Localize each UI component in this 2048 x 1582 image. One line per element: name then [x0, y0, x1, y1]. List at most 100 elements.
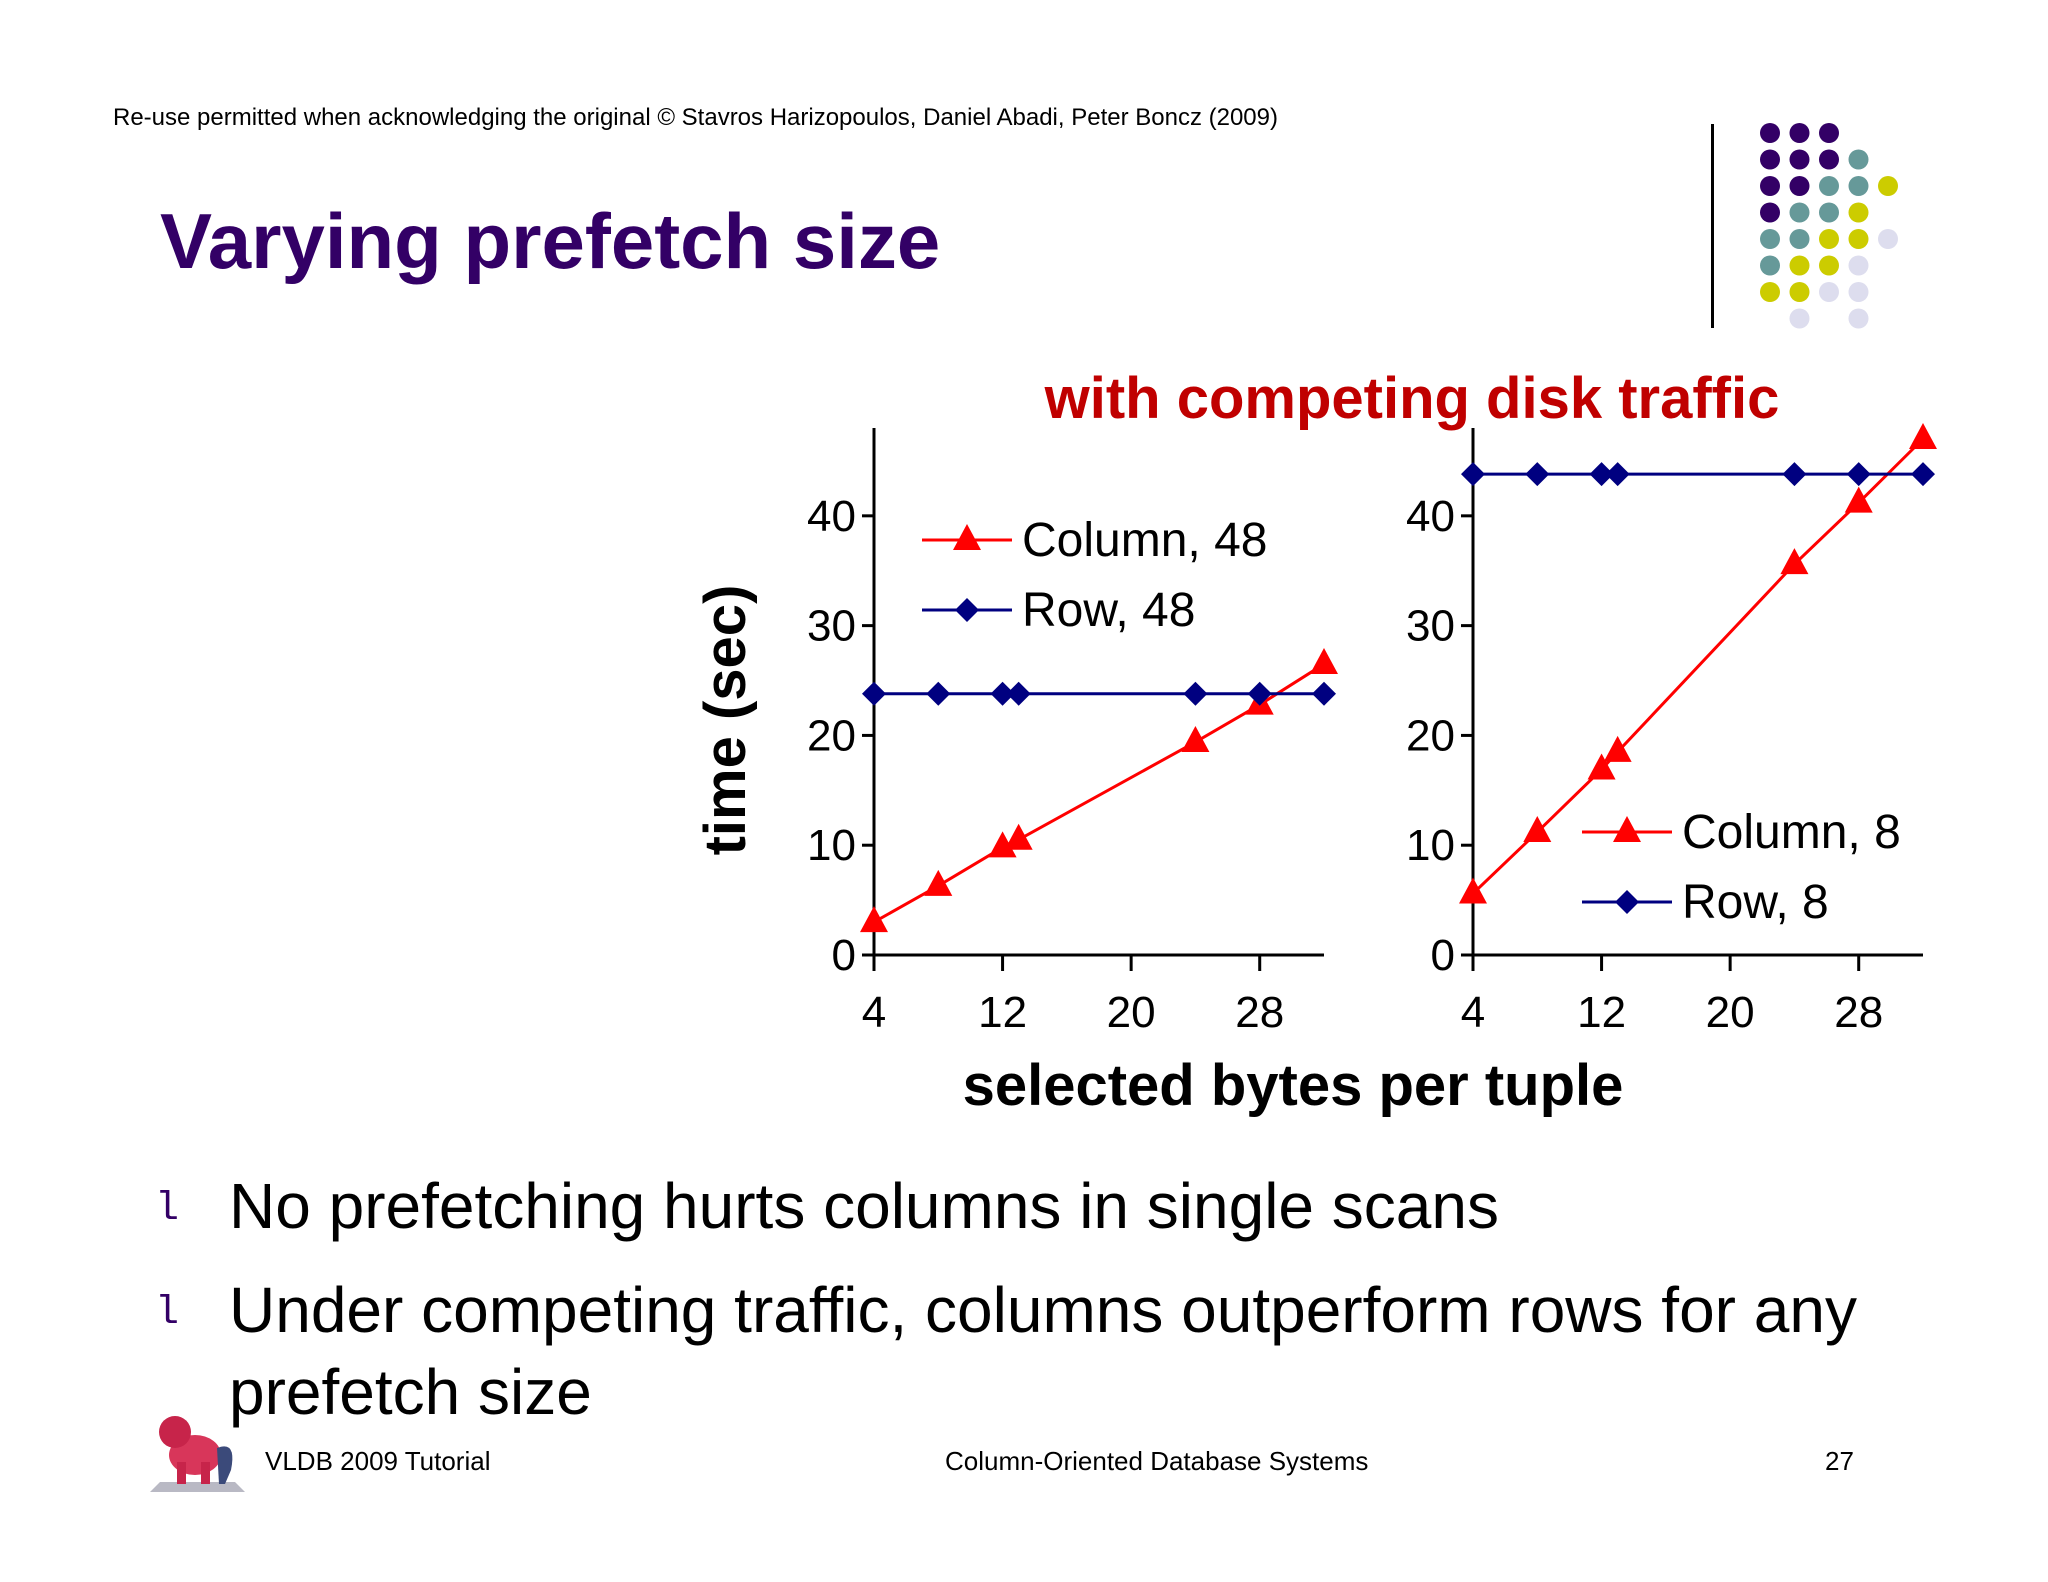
triangle-marker	[1603, 735, 1632, 762]
decorative-dot	[1878, 176, 1898, 196]
x-tick-label: 12	[978, 988, 1027, 1037]
bullet-list: l No prefetching hurts columns in single…	[155, 1165, 1905, 1455]
y-tick-label: 20	[1406, 711, 1455, 760]
diamond-marker	[862, 681, 886, 706]
decorative-dot	[1848, 255, 1869, 276]
decorative-dot	[1760, 202, 1780, 223]
decorative-dot	[1819, 202, 1839, 223]
legend-label: Row, 8	[1682, 876, 1829, 929]
chart-panel-1: 0 10 20 30 40 4 12 20 28 Column, 48 Row, 48	[807, 428, 1338, 1037]
diamond-marker	[1461, 462, 1485, 487]
footer-center: Column-Oriented Database Systems	[945, 1446, 1369, 1476]
legend-label: Column, 8	[1682, 806, 1901, 859]
triangle-marker	[1004, 823, 1033, 850]
decorative-dot	[1760, 229, 1780, 249]
legend-label: Row, 48	[1022, 584, 1195, 637]
page-number: 27	[1825, 1446, 1854, 1476]
triangle-marker	[1587, 753, 1616, 780]
y-tick-label: 10	[1406, 821, 1455, 870]
diamond-marker	[926, 681, 951, 706]
list-item: l Under competing traffic, columns outpe…	[155, 1269, 1905, 1433]
bullet-marker: l	[155, 1187, 180, 1232]
x-axis-label: selected bytes per tuple	[963, 1053, 1624, 1118]
decorative-dot	[1760, 282, 1780, 302]
y-tick-label: 30	[807, 602, 856, 651]
list-item: l No prefetching hurts columns in single…	[155, 1165, 1905, 1247]
lion-logo-icon	[150, 1416, 245, 1492]
decorative-dot	[1789, 255, 1810, 276]
decorative-dot	[1819, 255, 1839, 276]
decorative-dot-grid	[1760, 123, 1898, 329]
decorative-dot	[1789, 282, 1810, 302]
diamond-marker	[990, 681, 1015, 706]
y-axis-label: time (sec)	[693, 585, 758, 856]
decorative-dot	[1848, 149, 1869, 170]
y-tick-label: 40	[807, 492, 856, 541]
decorative-dot	[1789, 149, 1810, 170]
diamond-marker	[1782, 462, 1807, 487]
decorative-dot	[1789, 202, 1810, 223]
chart-panel-2: 0 10 20 30 40 4 12 20 28 Column, 8 Row, 8	[1406, 422, 1937, 1037]
diamond-marker	[1247, 681, 1272, 706]
triangle-marker	[860, 906, 888, 933]
triangle-marker	[1909, 422, 1937, 449]
diamond-marker	[1183, 681, 1208, 706]
decorative-dot	[1760, 149, 1780, 170]
triangle-marker	[1844, 486, 1873, 513]
triangle-marker	[1310, 648, 1338, 675]
y-tick-label: 0	[832, 931, 856, 980]
y-tick-label: 0	[1431, 931, 1455, 980]
bullet-text: No prefetching hurts columns in single s…	[229, 1170, 1499, 1242]
copyright-notice: Re-use permitted when acknowledging the …	[113, 104, 1278, 131]
header-divider	[1711, 124, 1714, 328]
y-tick-label: 10	[807, 821, 856, 870]
triangle-marker	[924, 869, 953, 896]
decorative-dot	[1789, 176, 1810, 196]
x-tick-label: 20	[1706, 988, 1755, 1037]
decorative-dot	[1819, 149, 1839, 170]
triangle-marker	[1613, 816, 1641, 842]
decorative-dot	[1819, 176, 1839, 196]
y-tick-label: 30	[1406, 602, 1455, 651]
triangle-marker	[988, 831, 1017, 858]
diamond-marker	[1615, 890, 1639, 914]
decorative-dot	[1819, 123, 1839, 143]
diamond-marker	[1312, 681, 1336, 706]
decorative-dot	[1848, 202, 1869, 223]
footer-left: VLDB 2009 Tutorial	[265, 1446, 491, 1476]
diamond-marker	[1589, 462, 1614, 487]
triangle-marker	[1181, 726, 1210, 753]
decorative-dot	[1760, 123, 1780, 143]
triangle-marker	[1780, 548, 1809, 575]
x-tick-label: 4	[1461, 988, 1485, 1037]
decorative-dot	[1789, 308, 1810, 329]
decorative-dot	[1848, 176, 1869, 196]
decorative-dot	[1848, 282, 1869, 302]
x-tick-label: 20	[1107, 988, 1156, 1037]
chart-title: with competing disk traffic	[1044, 366, 1780, 431]
diamond-marker	[1846, 462, 1871, 487]
decorative-dot	[1819, 229, 1839, 249]
decorative-dot	[1878, 229, 1898, 249]
decorative-dot	[1789, 229, 1810, 249]
diamond-marker	[1911, 462, 1935, 487]
triangle-marker	[1459, 877, 1487, 904]
x-tick-label: 4	[862, 988, 886, 1037]
x-tick-label: 12	[1577, 988, 1626, 1037]
bullet-text: Under competing traffic, columns outperf…	[229, 1274, 1857, 1428]
triangle-marker	[1523, 816, 1552, 843]
diamond-marker	[955, 598, 979, 622]
decorative-dot	[1819, 282, 1839, 302]
prefetch-chart: 0 10 20 30 40 4 12 20 28 Column, 48 Row, 48 0 10 20 30…	[693, 366, 1937, 1118]
decorative-dot	[1848, 308, 1869, 329]
y-tick-label: 40	[1406, 492, 1455, 541]
x-tick-label: 28	[1235, 988, 1284, 1037]
diamond-marker	[1525, 462, 1550, 487]
x-tick-label: 28	[1834, 988, 1883, 1037]
slide-title: Varying prefetch size	[160, 197, 941, 285]
bullet-marker: l	[155, 1291, 180, 1336]
decorative-dot	[1760, 176, 1780, 196]
y-tick-label: 20	[807, 711, 856, 760]
diamond-marker	[1006, 681, 1031, 706]
triangle-marker	[953, 524, 981, 550]
